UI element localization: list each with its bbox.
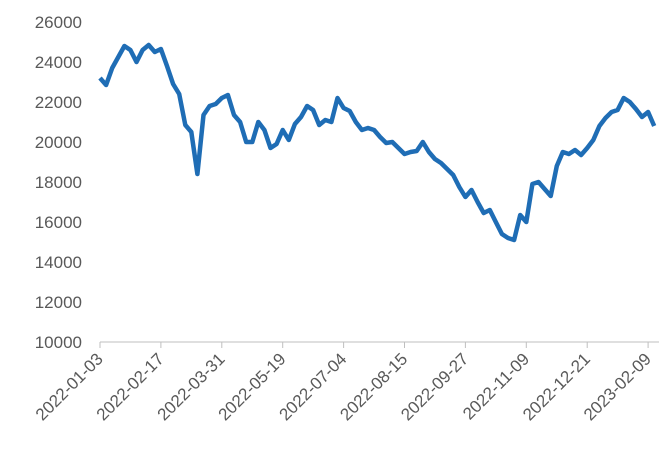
y-tick-label: 16000 [35,213,82,232]
y-tick-label: 10000 [35,333,82,352]
y-tick-label: 24000 [35,53,82,72]
y-tick-label: 26000 [35,13,82,32]
y-tick-label: 20000 [35,133,82,152]
y-tick-label: 12000 [35,293,82,312]
y-tick-label: 18000 [35,173,82,192]
series-line [98,42,657,243]
y-tick-label: 22000 [35,93,82,112]
y-tick-label: 14000 [35,253,82,272]
